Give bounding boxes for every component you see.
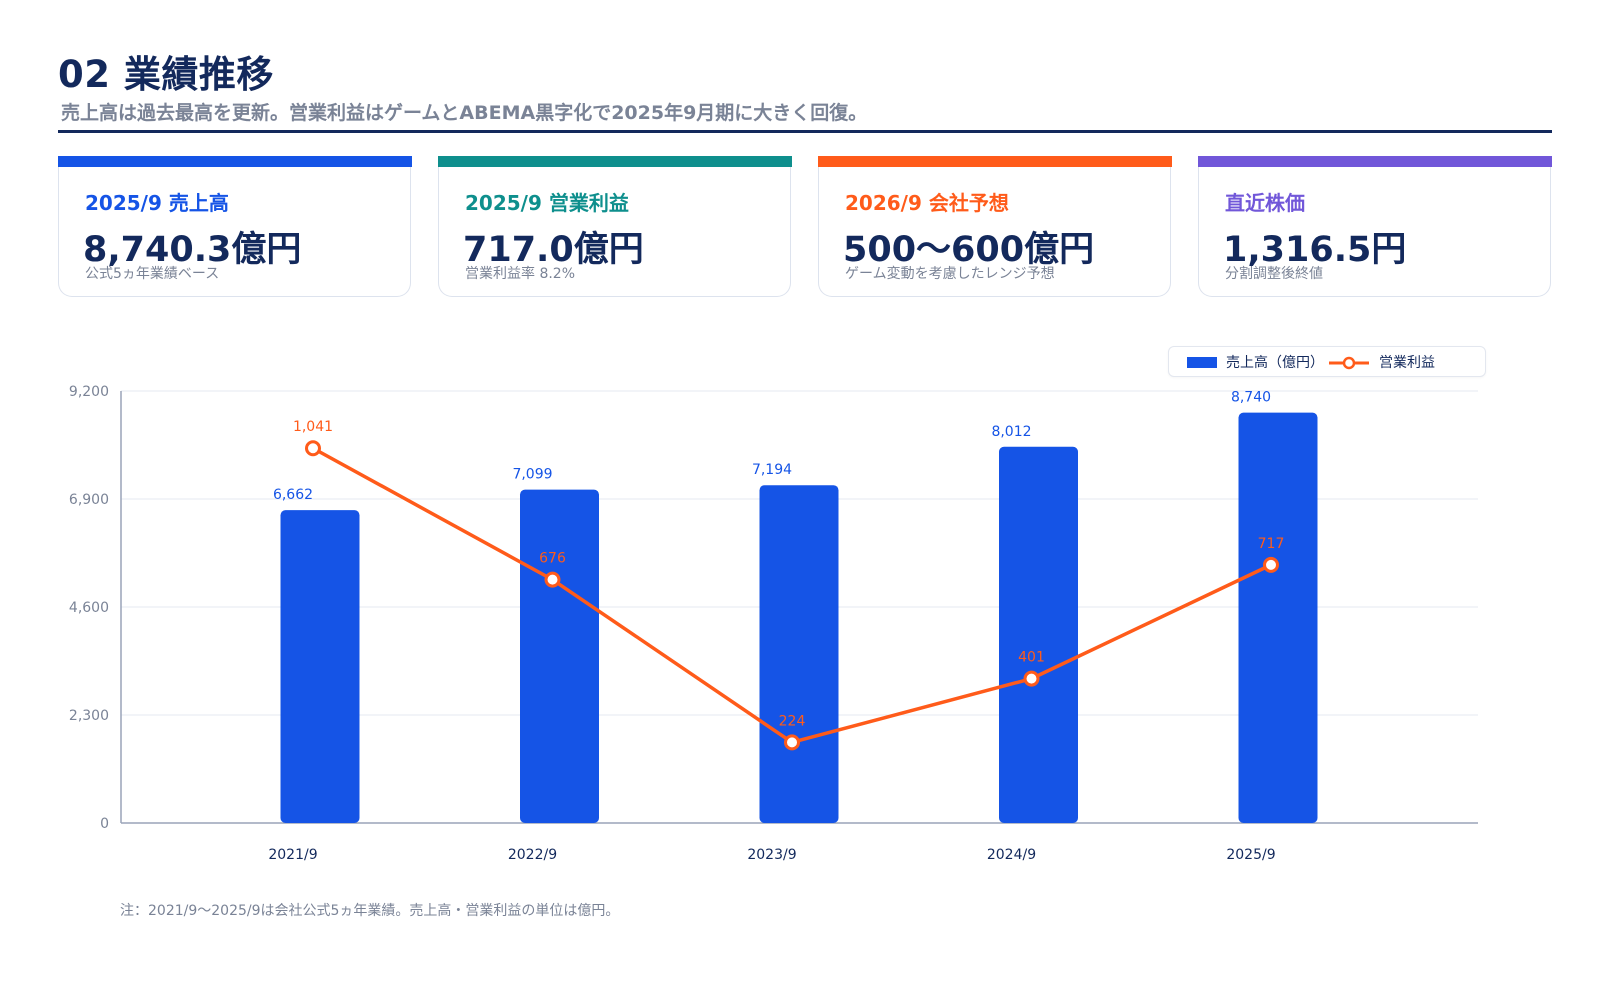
chart-legend: 売上高（億円） 営業利益: [1168, 346, 1486, 377]
revenue-bar: [1238, 412, 1318, 823]
card-value: 1,316.5円: [1223, 230, 1407, 270]
footnote: 注：2021/9〜2025/9は会社公式5ヵ年業績。売上高・営業利益の単位は億円…: [120, 903, 620, 919]
card-label: 2025/9 売上高: [85, 191, 229, 215]
operating-profit-point: [1023, 670, 1040, 687]
revenue-bar: [280, 510, 360, 823]
card-value: 500〜600億円: [843, 230, 1095, 270]
operating-profit-point: [784, 734, 800, 751]
card-value: 717.0億円: [463, 230, 644, 270]
revenue-profit-chart: 0 2,300 4,600 6,900 9,200 6,662 7,099 7,194 8,01…: [69, 384, 1478, 863]
card-accent-bar: [437, 156, 792, 167]
card-value: 8,740.3億円: [83, 230, 302, 270]
card-label: 2026/9 会社予想: [845, 191, 1009, 215]
legend-line-label: 営業利益: [1379, 355, 1435, 371]
operating-profit-data-label: 717: [1258, 536, 1285, 552]
revenue-data-label: 8,012: [991, 424, 1031, 440]
card-note: ゲーム変動を考慮したレンジ予想: [845, 266, 1055, 282]
legend-bar-label: 売上高（億円）: [1226, 355, 1324, 371]
y-tick-label: 4,600: [69, 600, 109, 616]
x-tick-label: 2023/9: [747, 847, 796, 863]
operating-profit-point: [544, 571, 561, 588]
revenue-bar: [759, 485, 839, 823]
legend-bar-swatch: [1187, 357, 1217, 368]
operating-profit-data-label: 401: [1018, 650, 1045, 666]
kpi-card-forecast: 2026/9 会社予想 500〜600億円 ゲーム変動を考慮したレンジ予想: [817, 156, 1172, 297]
revenue-data-label: 7,194: [752, 462, 792, 478]
kpi-card-stock-price: 直近株価 1,316.5円 分割調整後終値: [1197, 156, 1552, 297]
page-title: 02 業績推移: [58, 53, 274, 96]
x-tick-label: 2021/9: [268, 847, 317, 863]
card-accent-bar: [1197, 156, 1552, 167]
kpi-card-revenue: 2025/9 売上高 8,740.3億円 公式5ヵ年業績ベース: [57, 156, 412, 297]
x-tick-label: 2022/9: [508, 847, 557, 863]
card-accent-bar: [817, 156, 1172, 167]
card-note: 分割調整後終値: [1225, 266, 1323, 282]
card-label: 直近株価: [1225, 191, 1305, 215]
y-tick-label: 2,300: [69, 708, 109, 724]
y-tick-label: 0: [100, 816, 109, 832]
operating-profit-point: [1263, 556, 1279, 573]
y-tick-label: 9,200: [69, 384, 109, 400]
revenue-bar: [520, 489, 599, 823]
legend-line-swatch-icon: [1329, 356, 1369, 370]
x-tick-label: 2024/9: [987, 847, 1036, 863]
y-tick-label: 6,900: [69, 492, 109, 508]
revenue-data-label: 6,662: [273, 487, 313, 503]
title-divider: [58, 130, 1552, 133]
revenue-data-label: 8,740: [1231, 390, 1271, 406]
revenue-bar: [999, 446, 1078, 823]
operating-profit-point: [305, 440, 321, 457]
revenue-data-label: 7,099: [512, 467, 552, 483]
card-note: 公式5ヵ年業績ベース: [85, 266, 220, 282]
operating-profit-data-label: 224: [779, 713, 806, 729]
kpi-card-operating-profit: 2025/9 営業利益 717.0億円 営業利益率 8.2%: [437, 156, 792, 297]
operating-profit-data-label: 676: [539, 551, 566, 567]
card-accent-bar: [57, 156, 412, 167]
operating-profit-data-label: 1,041: [293, 419, 333, 435]
card-note: 営業利益率 8.2%: [465, 266, 576, 282]
card-label: 2025/9 営業利益: [465, 191, 629, 215]
x-tick-label: 2025/9: [1226, 847, 1275, 863]
page-subtitle: 売上高は過去最高を更新。営業利益はゲームとABEMA黒字化で2025年9月期に大…: [61, 102, 868, 124]
